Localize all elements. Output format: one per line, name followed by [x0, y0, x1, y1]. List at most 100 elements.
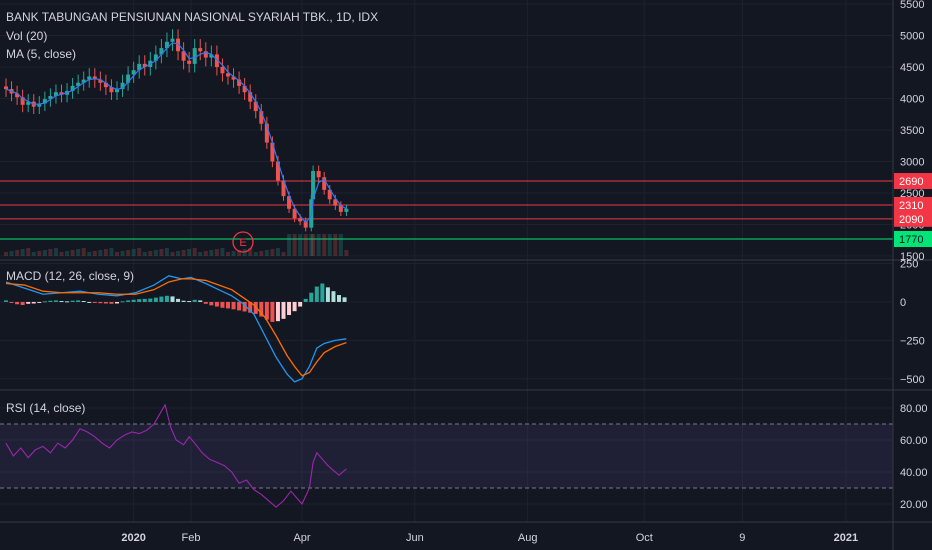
candle-body	[159, 48, 164, 55]
volume-bar	[159, 249, 164, 256]
volume-legend: Vol (20)	[6, 29, 47, 43]
macd-histogram-bar	[187, 301, 192, 303]
time-axis[interactable]: 2020 Feb Apr Jun Aug Oct 9 2021	[121, 532, 858, 544]
candle-body	[253, 101, 258, 112]
candle-body	[333, 199, 338, 206]
macd-histogram-bar	[192, 299, 197, 302]
volume-bar	[153, 250, 158, 256]
time-tick-label: Jun	[406, 532, 424, 544]
volume-bar	[303, 234, 308, 256]
macd-axis[interactable]: 250 0 −250 −500	[900, 259, 925, 386]
macd-histogram-bar	[87, 301, 92, 303]
volume-bar	[37, 251, 42, 256]
level-tag-label: 1770	[899, 234, 923, 246]
volume-bar	[103, 249, 108, 256]
macd-histogram-bar	[337, 295, 341, 302]
macd-histogram-bar	[314, 286, 319, 302]
volume-bar	[298, 234, 303, 256]
macd-histogram	[4, 283, 347, 322]
candle-body	[338, 205, 343, 212]
volume-bar	[9, 251, 14, 256]
macd-histogram-bar	[31, 301, 36, 304]
price-tick-label: 5500	[900, 0, 924, 11]
volume-bar	[109, 248, 114, 256]
rsi-tick-label: 40.00	[900, 467, 928, 479]
event-marker-label: E	[239, 237, 246, 249]
volume-bar	[176, 251, 181, 256]
macd-histogram-bar	[309, 292, 314, 302]
candle-body	[327, 189, 332, 200]
candle-body	[242, 85, 247, 93]
candle-body	[220, 67, 225, 74]
candle-body	[248, 92, 253, 102]
candle-body	[259, 111, 264, 124]
price-tick-label: 4500	[900, 62, 924, 74]
grid-lines	[0, 0, 893, 522]
candle-body	[303, 221, 308, 228]
macd-histogram-bar	[220, 301, 225, 308]
volume-bar	[275, 248, 280, 256]
macd-histogram-bar	[281, 301, 286, 319]
macd-histogram-bar	[153, 297, 158, 302]
candle-body	[316, 170, 321, 178]
volume-bars	[4, 234, 349, 256]
macd-histogram-bar	[209, 301, 214, 306]
macd-histogram-bar	[298, 301, 303, 307]
volume-bar	[59, 252, 64, 256]
volume-bar	[20, 249, 25, 256]
volume-bar	[31, 252, 36, 256]
macd-histogram-bar	[126, 300, 131, 302]
earnings-event-marker[interactable]: E	[232, 231, 254, 253]
candle-body	[126, 74, 131, 83]
volume-bar	[4, 252, 8, 256]
candle-body	[15, 93, 20, 98]
volume-bar	[137, 248, 142, 256]
macd-histogram-bar	[120, 301, 125, 303]
candle-body	[20, 97, 25, 105]
macd-tick-label: −500	[900, 374, 925, 386]
macd-histogram-bar	[164, 295, 169, 302]
ma-line	[5, 42, 347, 224]
level-tag	[894, 210, 932, 227]
volume-bar	[142, 252, 147, 256]
macd-histogram-bar	[137, 299, 142, 302]
macd-histogram-bar	[275, 301, 280, 322]
macd-histogram-bar	[331, 291, 336, 302]
macd-histogram-bar	[98, 301, 103, 304]
candle-body	[214, 54, 219, 67]
candle-body	[142, 63, 147, 67]
candle-body	[181, 51, 186, 61]
volume-bar	[198, 252, 203, 256]
rsi-axis[interactable]: 80.00 60.00 40.00 20.00	[900, 403, 928, 511]
candle-body	[270, 142, 275, 162]
candle-body	[281, 180, 286, 197]
macd-histogram-bar	[181, 300, 186, 302]
candle-body	[237, 79, 242, 86]
volume-bar	[203, 251, 208, 256]
macd-histogram-bar	[70, 300, 75, 302]
volume-bar	[115, 252, 119, 256]
candle-body	[131, 70, 136, 75]
volume-bar	[209, 250, 214, 256]
macd-histogram-bar	[65, 301, 70, 303]
candle-body	[176, 38, 181, 52]
candle-body	[87, 76, 92, 80]
macd-tick-label: 250	[900, 259, 918, 271]
volume-bar	[76, 249, 81, 256]
macd-histogram-bar	[292, 301, 297, 312]
level-tag	[894, 196, 932, 213]
macd-histogram-bar	[198, 300, 203, 302]
candle-body	[26, 101, 31, 105]
rsi-legend: RSI (14, close)	[6, 401, 85, 415]
level-tag-label: 2310	[899, 200, 923, 212]
level-tag-label: 2690	[899, 176, 923, 188]
volume-bar	[192, 248, 197, 256]
time-tick-label: Apr	[293, 532, 310, 544]
candle-body	[287, 196, 292, 209]
macd-histogram-bar	[53, 300, 58, 302]
candle-body	[292, 208, 297, 219]
macd-histogram-bar	[20, 301, 25, 306]
volume-bar	[309, 234, 314, 256]
